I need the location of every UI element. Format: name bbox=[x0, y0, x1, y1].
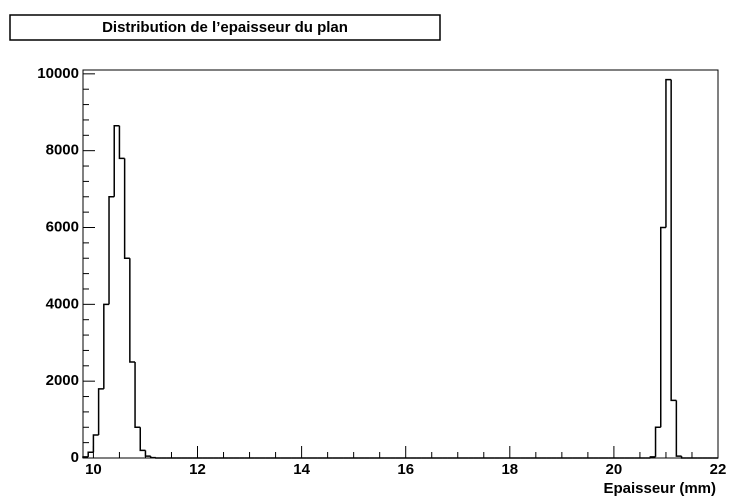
histogram-bin bbox=[103, 303, 110, 389]
histogram-bin bbox=[659, 226, 666, 428]
histogram-bin bbox=[118, 125, 125, 160]
histogram-bin bbox=[654, 426, 661, 457]
chart-title: Distribution de l’epaisseur du plan bbox=[102, 19, 348, 36]
x-tick-label: 18 bbox=[501, 461, 518, 478]
histogram-bin bbox=[649, 456, 656, 458]
histogram-bin bbox=[97, 388, 104, 435]
x-tick-label: 16 bbox=[397, 461, 414, 478]
histogram-bin bbox=[149, 456, 156, 459]
histogram-bin bbox=[665, 78, 672, 228]
histogram-bin bbox=[82, 456, 89, 458]
plot-frame bbox=[82, 69, 719, 459]
y-tick-label: 10000 bbox=[37, 65, 79, 82]
histogram-bin bbox=[144, 450, 151, 457]
x-tick-label: 10 bbox=[85, 461, 102, 478]
x-tick-label: 12 bbox=[189, 461, 206, 478]
x-tick-label: 20 bbox=[606, 461, 623, 478]
histogram-bin bbox=[134, 361, 141, 429]
histogram-bin bbox=[108, 196, 115, 305]
histogram-bin bbox=[92, 434, 99, 453]
histogram-bin bbox=[675, 400, 682, 457]
histogram-bin bbox=[123, 158, 130, 259]
x-tick-label: 22 bbox=[710, 461, 727, 478]
histogram-bin bbox=[87, 451, 94, 457]
y-tick-label: 2000 bbox=[46, 372, 79, 389]
y-tick-label: 6000 bbox=[46, 218, 79, 235]
histogram-bin bbox=[113, 124, 120, 197]
histogram-bin bbox=[139, 427, 146, 452]
y-tick-label: 8000 bbox=[46, 142, 79, 159]
title-box bbox=[9, 14, 441, 41]
y-tick-label: 0 bbox=[71, 449, 79, 466]
x-tick-label: 14 bbox=[293, 461, 310, 478]
histogram-bin bbox=[680, 456, 687, 459]
histogram-bin bbox=[129, 258, 136, 363]
y-tick-label: 4000 bbox=[46, 295, 79, 312]
histogram-bin bbox=[670, 79, 677, 402]
x-axis-label: Epaisseur (mm) bbox=[603, 480, 716, 497]
